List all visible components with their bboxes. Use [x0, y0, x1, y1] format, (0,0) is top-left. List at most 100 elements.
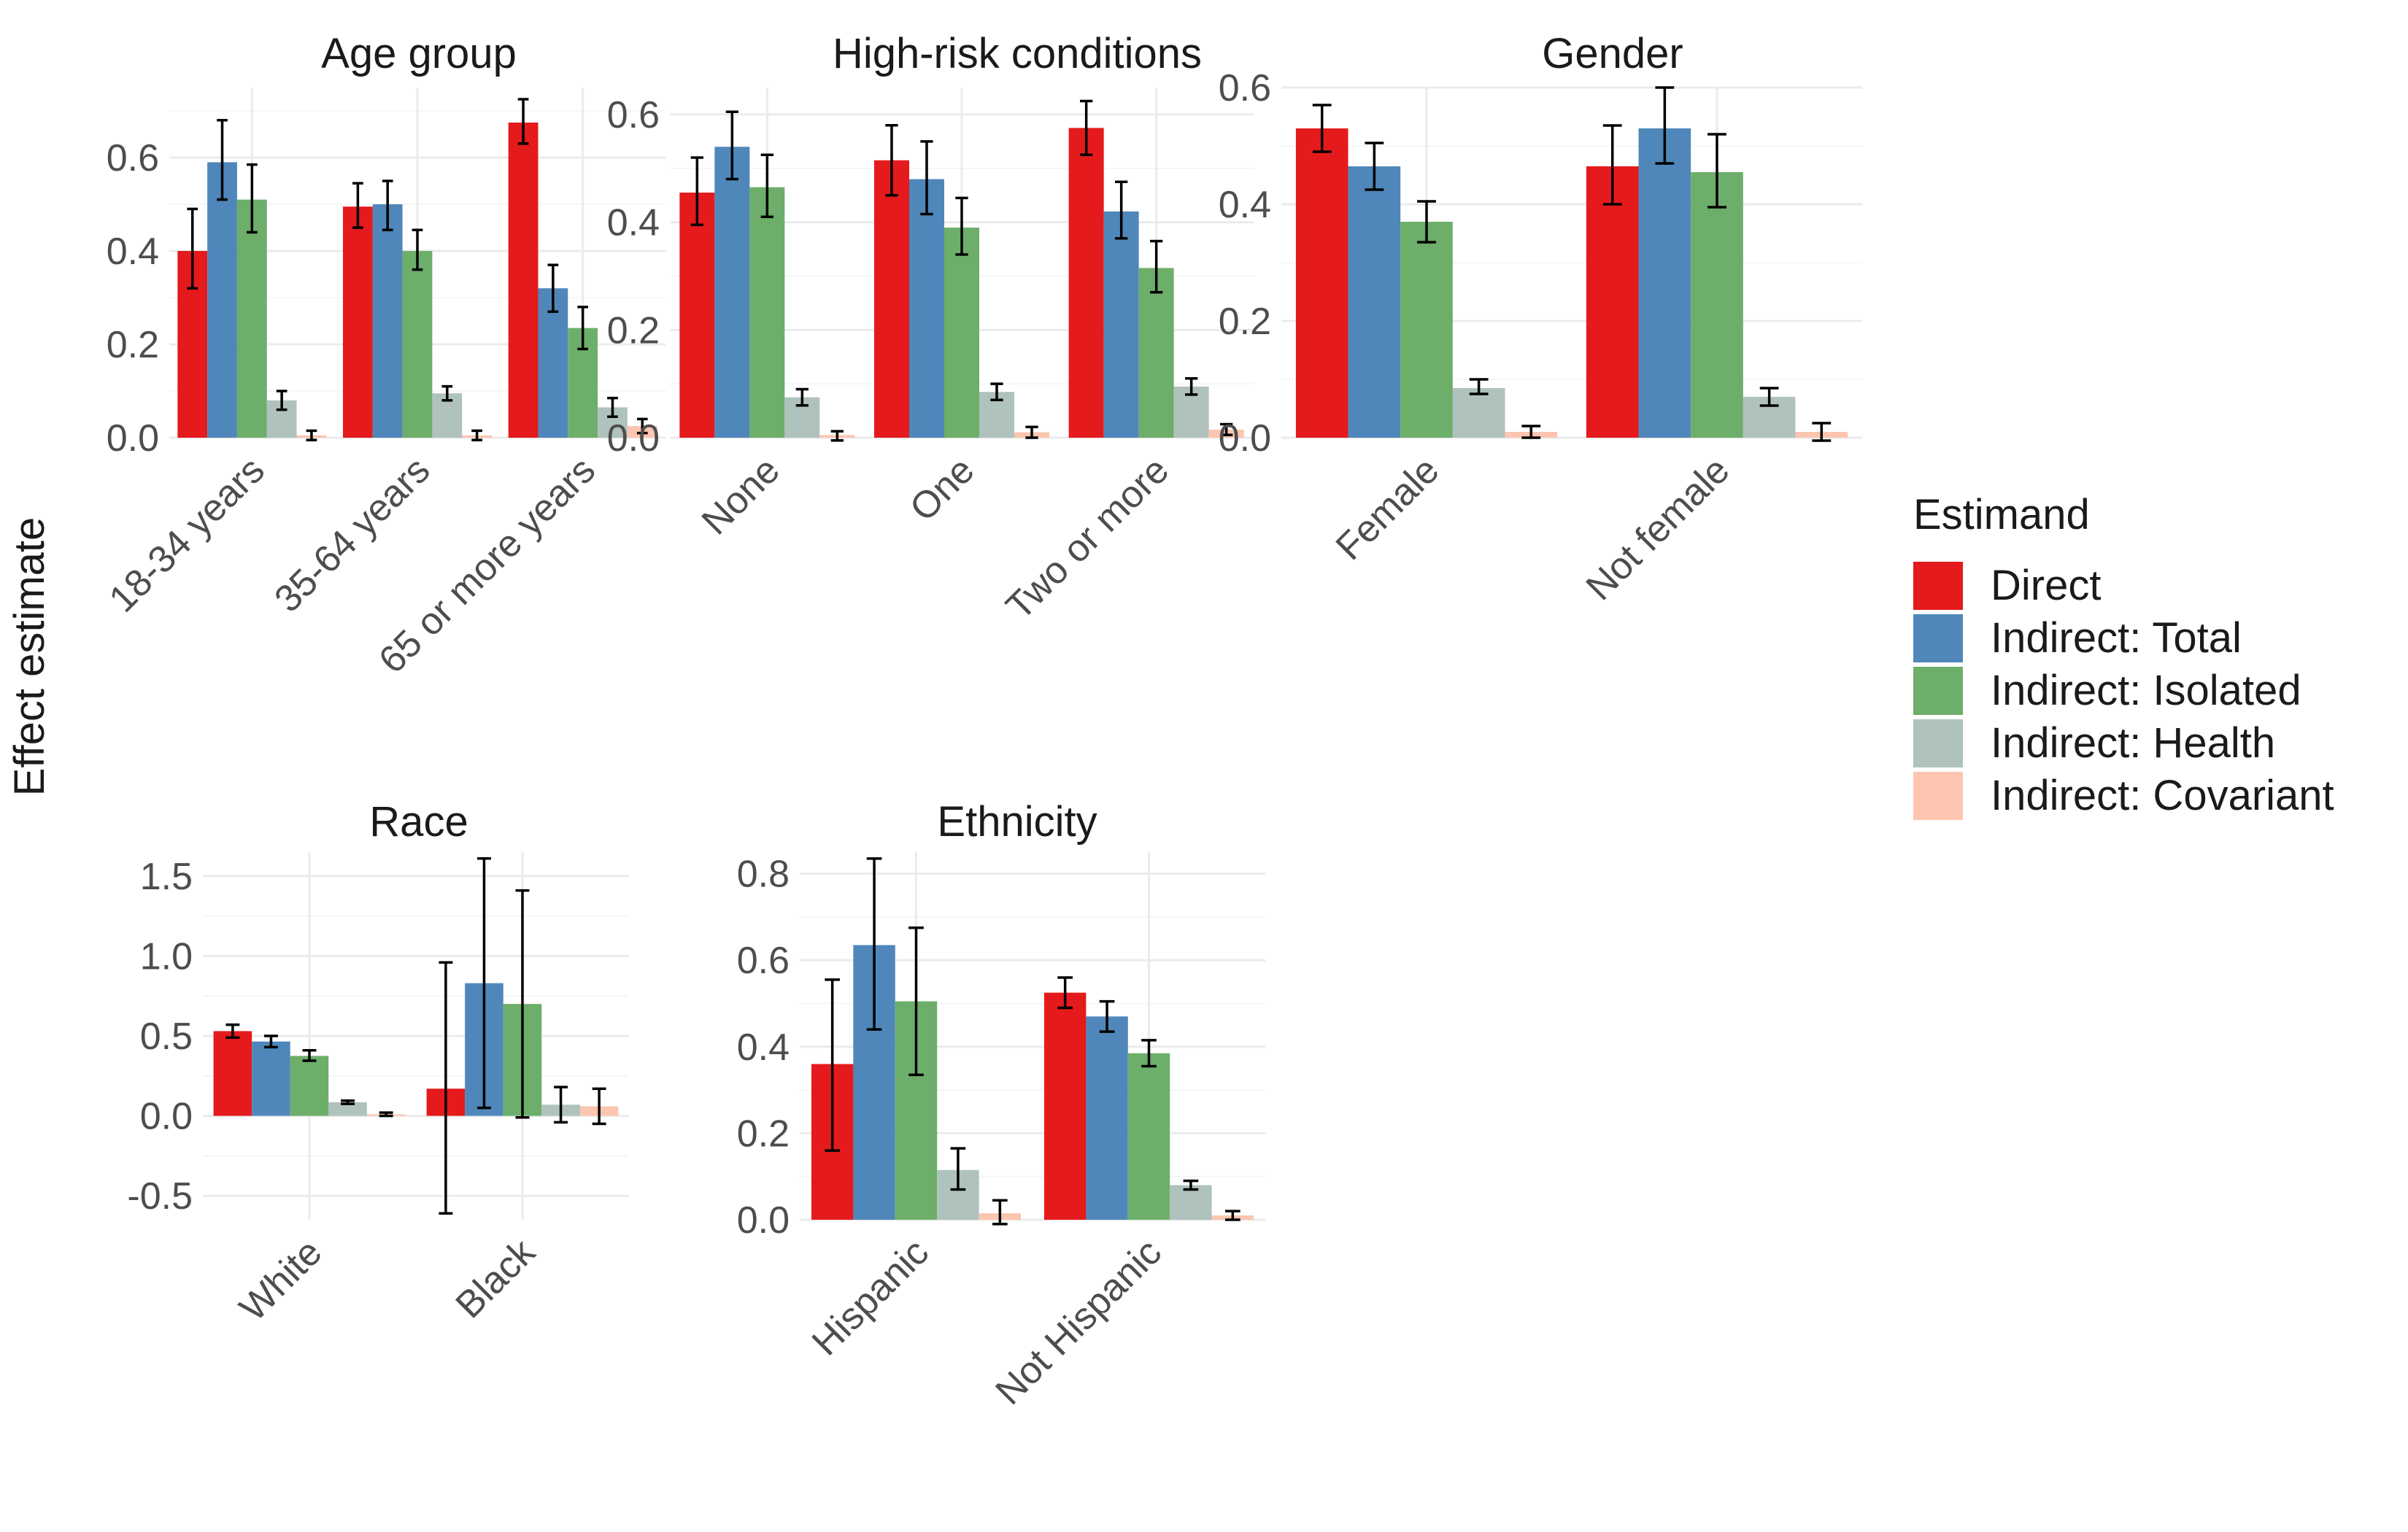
error-bar-indirect-covariant-two-or-more — [1220, 422, 1233, 437]
legend-item-indirect-health: Indirect: Health — [1913, 719, 2275, 767]
x-tick-label: White — [231, 1231, 330, 1329]
error-bar-indirect-total-hispanic — [866, 857, 882, 1031]
error-bar-indirect-health-not-female — [1759, 387, 1779, 407]
error-bar-indirect-covariant-female — [1521, 425, 1541, 439]
error-bar-indirect-health-35-64-years — [441, 384, 453, 402]
error-bar-indirect-health-not-hispanic — [1183, 1179, 1199, 1191]
y-tick-label: 0.0 — [1219, 417, 1271, 460]
x-tick-label: Not Hispanic — [988, 1231, 1170, 1412]
error-bar-indirect-total-white — [263, 1034, 278, 1049]
error-bar-indirect-covariant-one — [1025, 425, 1038, 439]
panel-title: Gender — [1542, 30, 1683, 77]
y-tick-label: 0.2 — [107, 324, 159, 366]
error-bar-indirect-isolated-35-64-years — [412, 228, 423, 271]
x-tick-label: 35-64 years — [266, 449, 438, 620]
y-tick-label: 0.0 — [607, 417, 660, 460]
error-bar-indirect-covariant-35-64-years — [471, 429, 482, 441]
error-bar-indirect-isolated-65-or-more-years — [577, 306, 589, 351]
legend-title: Estimand — [1913, 491, 2090, 538]
y-tick-label: 0.6 — [107, 137, 159, 179]
error-bar-indirect-health-none — [795, 387, 809, 407]
bar-indirect-total-not-hispanic — [1086, 1016, 1128, 1220]
x-tick-label: Two or more — [998, 449, 1177, 627]
legend-label: Indirect: Health — [1991, 719, 2275, 767]
error-bar-indirect-isolated-two-or-more — [1150, 239, 1163, 294]
error-bar-indirect-isolated-one — [955, 196, 968, 256]
y-tick-label: 0.6 — [1219, 67, 1271, 109]
error-bar-indirect-isolated-none — [760, 153, 773, 218]
error-bar-indirect-isolated-not-female — [1707, 133, 1726, 209]
bar-indirect-isolated-not-female — [1691, 172, 1743, 438]
legend-item-indirect-isolated: Indirect: Isolated — [1913, 667, 2301, 715]
legend: Estimand Direct Indirect: Total Indirect: … — [1913, 491, 2334, 820]
bar-indirect-total-65-or-more-years — [538, 288, 568, 438]
panel-high-risk-conditions: 0.0 0.2 0.4 0.6 High-risk conditions None One T… — [607, 30, 1254, 628]
error-bar-indirect-covariant-hispanic — [992, 1199, 1008, 1226]
error-bar-direct-not-hispanic — [1057, 976, 1073, 1010]
error-bar-indirect-isolated-female — [1417, 200, 1436, 244]
error-bar-indirect-isolated-18-34-years — [246, 163, 258, 234]
error-bar-indirect-total-not-female — [1655, 86, 1675, 165]
bar-indirect-isolated-one — [944, 228, 979, 438]
x-tick-label: Black — [448, 1231, 544, 1327]
error-bar-indirect-total-not-hispanic — [1099, 999, 1115, 1033]
y-tick-label: 0.0 — [140, 1096, 193, 1138]
legend-swatch — [1913, 667, 1963, 715]
error-bar-indirect-covariant-black — [592, 1087, 606, 1126]
y-tick-label: 0.2 — [1219, 301, 1271, 343]
bar-direct-one — [874, 160, 909, 438]
y-tick-label: 0.0 — [107, 417, 159, 460]
error-bar-indirect-health-65-or-more-years — [607, 396, 618, 418]
error-bar-indirect-health-hispanic — [950, 1147, 966, 1191]
x-tick-label: 18-34 years — [101, 449, 273, 620]
y-tick-label: 0.6 — [737, 940, 790, 982]
bar-indirect-isolated-18-34-years — [236, 199, 267, 438]
bar-indirect-isolated-female — [1400, 222, 1453, 438]
error-bar-indirect-covariant-not-female — [1812, 422, 1832, 442]
bar-indirect-health-white — [328, 1102, 367, 1116]
bar-direct-female — [1295, 128, 1348, 438]
error-bar-indirect-isolated-hispanic — [908, 926, 924, 1077]
y-tick-label: 0.2 — [607, 309, 660, 352]
error-bar-indirect-health-black — [554, 1086, 568, 1124]
bar-indirect-isolated-white — [290, 1056, 329, 1116]
error-bar-indirect-total-18-34-years — [217, 119, 228, 201]
x-tick-label: Hispanic — [804, 1231, 937, 1363]
error-bar-indirect-health-one — [990, 382, 1003, 402]
bar-indirect-total-female — [1348, 166, 1401, 438]
y-tick-label: 1.5 — [140, 856, 193, 898]
bar-indirect-total-none — [714, 147, 750, 438]
y-axis-label: Effect estimate — [6, 517, 53, 797]
y-tick-label: 1.0 — [140, 935, 193, 978]
error-bar-indirect-total-65-or-more-years — [547, 263, 559, 313]
y-tick-label: 0.4 — [107, 231, 159, 273]
bar-direct-not-female — [1586, 166, 1639, 438]
error-bar-indirect-total-black — [476, 857, 491, 1110]
legend-item-indirect-total: Indirect: Total — [1913, 614, 2242, 662]
bar-indirect-total-18-34-years — [207, 162, 237, 438]
panel-title: Race — [369, 798, 468, 846]
panel-ethnicity: 0.0 0.2 0.4 0.6 0.8 Ethnicity Hispanic Not Hisp… — [737, 798, 1265, 1413]
error-bar-direct-white — [225, 1023, 240, 1039]
error-bar-direct-18-34-years — [187, 207, 198, 290]
legend-label: Indirect: Isolated — [1991, 667, 2301, 714]
error-bar-indirect-covariant-none — [830, 430, 844, 442]
bar-indirect-health-not-hispanic — [1170, 1185, 1212, 1220]
bar-indirect-isolated-none — [749, 187, 785, 438]
y-tick-label: 0.4 — [737, 1026, 790, 1069]
legend-swatch — [1913, 614, 1963, 662]
x-tick-label: Not female — [1578, 449, 1738, 608]
legend-label: Indirect: Total — [1991, 614, 2242, 662]
bar-indirect-total-two-or-more — [1103, 211, 1139, 438]
error-bar-indirect-health-18-34-years — [276, 390, 288, 411]
bar-indirect-health-female — [1452, 388, 1505, 438]
error-bar-direct-none — [690, 156, 703, 227]
legend-label: Direct — [1991, 562, 2101, 609]
error-bar-indirect-total-35-64-years — [382, 179, 393, 231]
y-tick-label: 0.5 — [140, 1015, 193, 1058]
legend-item-indirect-covariant: Indirect: Covariant — [1913, 772, 2334, 820]
y-tick-label: 0.4 — [607, 202, 660, 244]
legend-item-direct: Direct — [1913, 562, 2101, 610]
error-bar-direct-two-or-more — [1080, 99, 1093, 157]
panel-race: -0.5 0.0 0.5 1.0 1.5 Race White Black — [127, 798, 629, 1329]
